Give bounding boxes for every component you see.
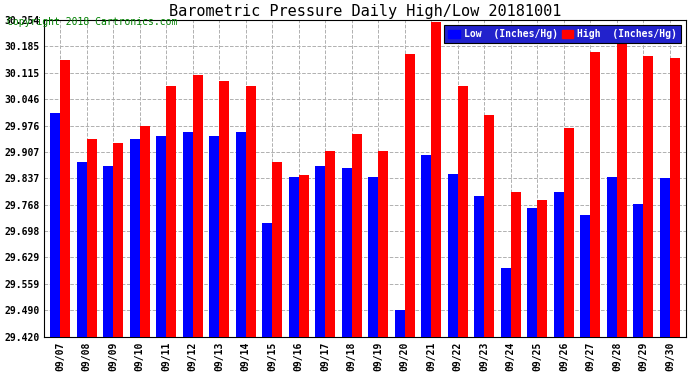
Bar [554, 192, 564, 337]
Bar [511, 192, 521, 337]
Bar [113, 143, 124, 337]
Bar [236, 132, 246, 337]
Bar [183, 132, 193, 337]
Bar [219, 81, 229, 337]
Bar [315, 166, 325, 337]
Bar [378, 151, 388, 337]
Bar [299, 176, 309, 337]
Text: Copyright 2018 Cartronics.com: Copyright 2018 Cartronics.com [7, 17, 177, 27]
Bar [591, 52, 600, 337]
Bar [50, 113, 60, 337]
Bar [325, 151, 335, 337]
Bar [458, 86, 468, 337]
Bar [288, 177, 299, 337]
Bar [607, 177, 617, 337]
Bar [501, 268, 511, 337]
Bar [130, 140, 139, 337]
Bar [342, 168, 352, 337]
Bar [405, 54, 415, 337]
Bar [87, 140, 97, 337]
Bar [262, 223, 273, 337]
Bar [580, 215, 591, 337]
Bar [246, 86, 256, 337]
Bar [670, 58, 680, 337]
Title: Barometric Pressure Daily High/Low 20181001: Barometric Pressure Daily High/Low 20181… [169, 4, 561, 19]
Bar [156, 136, 166, 337]
Bar [484, 115, 495, 337]
Bar [166, 86, 177, 337]
Bar [538, 200, 547, 337]
Bar [193, 75, 203, 337]
Bar [422, 154, 431, 337]
Legend: Low  (Inches/Hg), High  (Inches/Hg): Low (Inches/Hg), High (Inches/Hg) [444, 25, 681, 43]
Bar [209, 136, 219, 337]
Bar [660, 178, 670, 337]
Bar [643, 56, 653, 337]
Bar [448, 174, 458, 337]
Bar [431, 22, 442, 337]
Bar [368, 177, 378, 337]
Bar [352, 134, 362, 337]
Bar [103, 166, 113, 337]
Bar [139, 126, 150, 337]
Bar [527, 208, 538, 337]
Bar [564, 128, 574, 337]
Bar [474, 196, 484, 337]
Bar [395, 310, 405, 337]
Bar [617, 26, 627, 337]
Bar [273, 162, 282, 337]
Bar [77, 162, 87, 337]
Bar [60, 60, 70, 337]
Bar [633, 204, 643, 337]
